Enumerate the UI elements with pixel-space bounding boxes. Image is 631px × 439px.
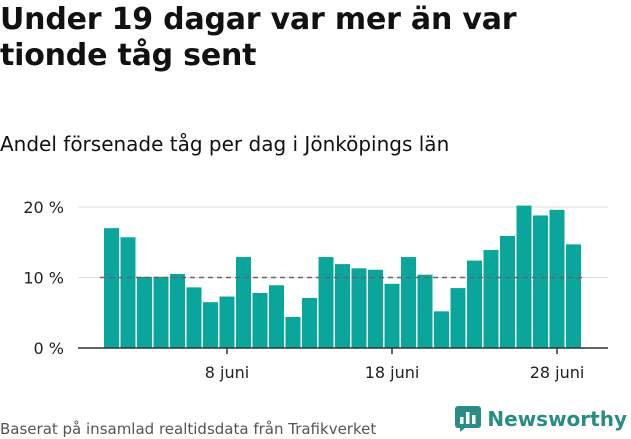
bar <box>186 287 202 348</box>
x-tick-label: 8 juni <box>205 363 249 382</box>
x-axis-ticks: 8 juni 18 juni 28 juni <box>205 348 585 382</box>
bar <box>368 269 383 348</box>
y-tick-label: 0 % <box>34 339 64 358</box>
bar <box>153 276 169 348</box>
bar <box>500 235 515 348</box>
bar <box>219 296 235 348</box>
chart-title: Under 19 dagar var mer än var tionde tåg… <box>0 2 517 73</box>
y-tick-label: 20 % <box>23 198 64 217</box>
x-tick-label: 28 juni <box>530 363 585 382</box>
bar <box>170 273 185 348</box>
y-tick-label: 10 % <box>23 269 64 288</box>
bars <box>104 205 581 348</box>
bar <box>467 260 482 348</box>
bar <box>302 297 317 348</box>
bar <box>104 228 119 348</box>
source-note: Baserat på insamlad realtidsdata från Tr… <box>0 420 377 438</box>
bar <box>434 311 449 348</box>
bar <box>566 244 581 348</box>
bar <box>120 237 136 348</box>
bar <box>384 283 400 348</box>
bar <box>285 316 301 348</box>
bar <box>137 276 152 348</box>
bar-chart-logo-icon <box>455 406 482 432</box>
bar <box>335 264 350 348</box>
bar <box>549 209 565 348</box>
bar <box>203 302 218 348</box>
bar <box>252 293 268 348</box>
chart-subtitle: Andel försenade tåg per dag i Jönköpings… <box>0 132 450 156</box>
bar <box>269 285 284 348</box>
bar <box>450 288 466 348</box>
bar <box>236 257 251 348</box>
bar-chart: 0 % 10 % 20 % 8 juni 18 juni 28 juni <box>23 198 608 382</box>
bar <box>351 268 367 348</box>
bar <box>533 215 548 348</box>
y-axis-ticks: 0 % 10 % 20 % <box>23 198 64 358</box>
bar <box>417 274 433 348</box>
bar <box>401 257 416 348</box>
brand-logo: Newsworthy <box>455 406 627 432</box>
x-tick-label: 18 juni <box>365 363 420 382</box>
bar <box>318 257 334 348</box>
bar <box>483 250 499 348</box>
brand-name: Newsworthy <box>487 407 627 431</box>
